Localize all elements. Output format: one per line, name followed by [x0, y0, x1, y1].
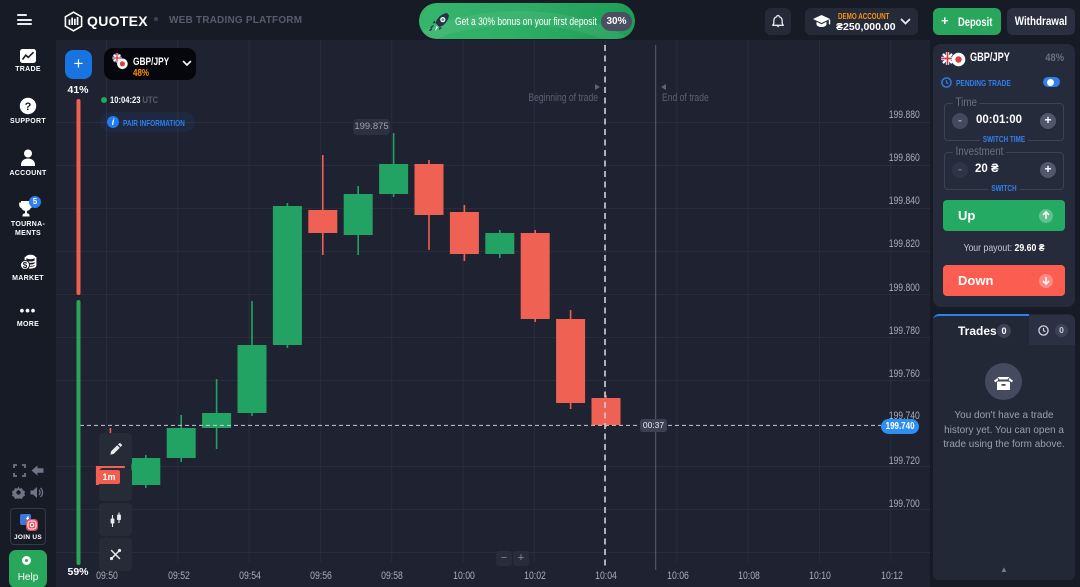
svg-text:$: $ — [23, 261, 28, 270]
svg-text:?: ? — [25, 101, 32, 113]
